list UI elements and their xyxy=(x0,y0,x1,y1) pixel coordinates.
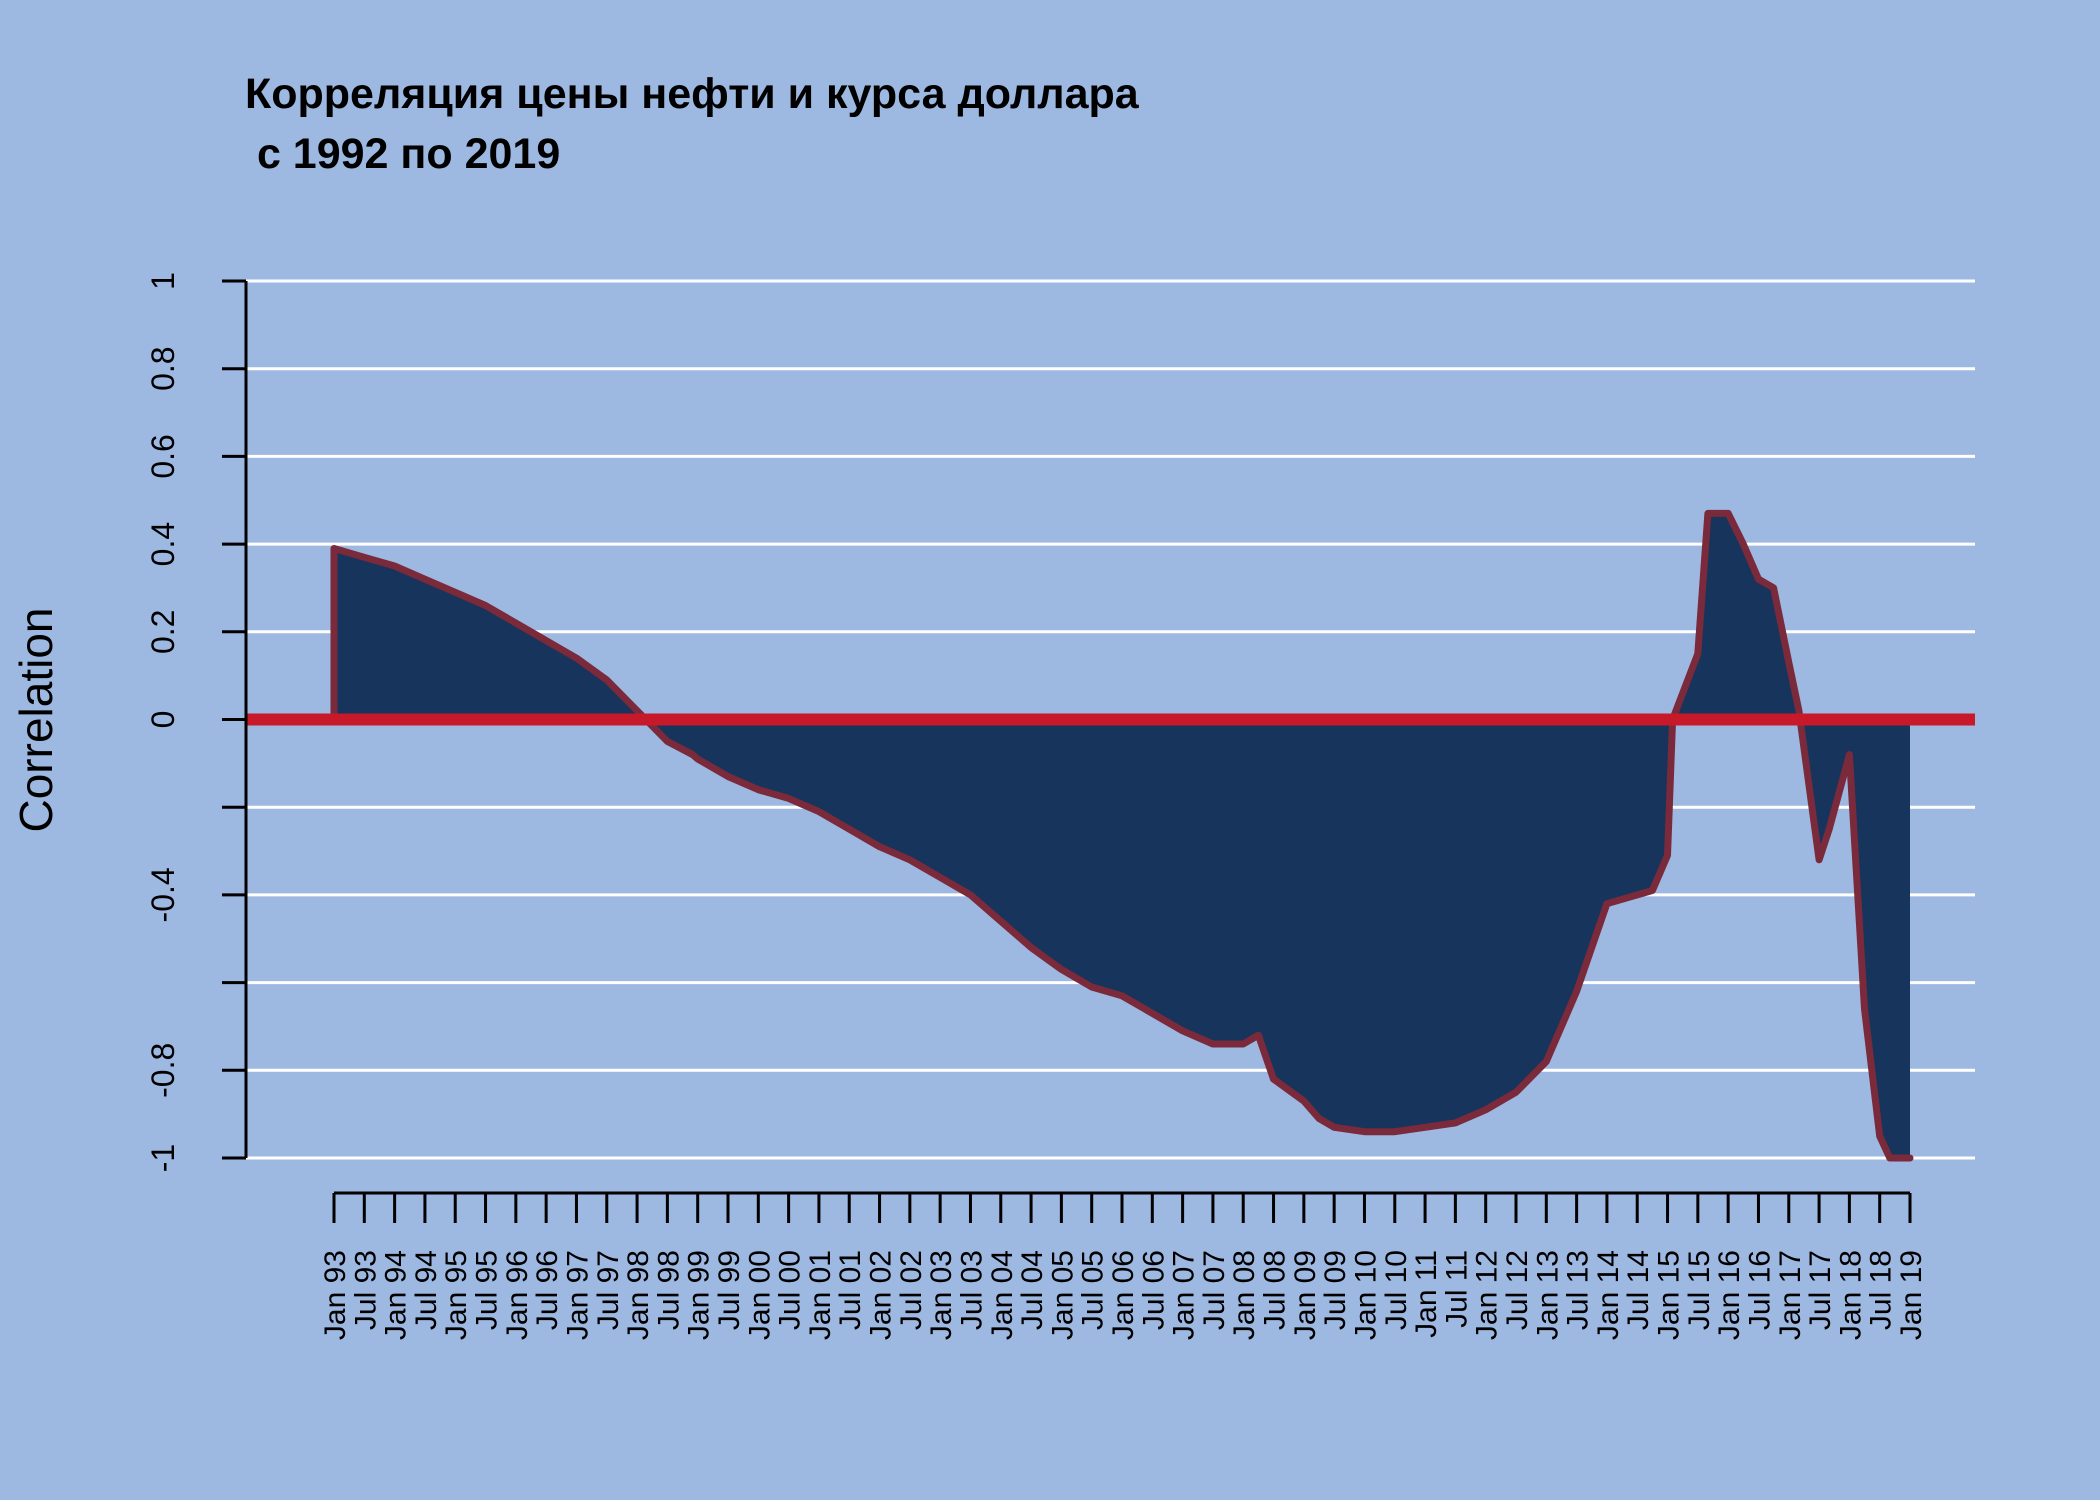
x-tick-label: Jul 95 xyxy=(471,1250,504,1330)
x-tick-label: Jul 13 xyxy=(1562,1250,1595,1330)
y-tick-label: 0.8 xyxy=(145,346,181,390)
x-tick-label: Jan 19 xyxy=(1895,1250,1928,1340)
x-tick-label: Jul 98 xyxy=(652,1250,685,1330)
x-tick-label: Jul 97 xyxy=(592,1250,625,1330)
x-tick-label: Jan 10 xyxy=(1349,1250,1382,1340)
area-fill xyxy=(334,513,1910,1158)
y-tick-label: 0.2 xyxy=(145,610,181,654)
x-tick-label: Jan 97 xyxy=(561,1250,594,1340)
x-tick-label: Jan 99 xyxy=(683,1250,716,1340)
y-tick-label: 0 xyxy=(145,711,181,729)
x-tick-label: Jul 10 xyxy=(1380,1250,1413,1330)
correlation-area xyxy=(330,509,1914,1162)
chart-title-line-1: Корреляция цены нефти и курса доллара xyxy=(245,70,1140,118)
y-tick-label: 0.6 xyxy=(145,434,181,478)
x-tick-label: Jan 93 xyxy=(319,1250,352,1340)
x-tick-label: Jul 94 xyxy=(410,1250,443,1330)
y-axis-label: Correlation xyxy=(10,608,62,833)
x-tick-label: Jan 01 xyxy=(804,1250,837,1340)
x-tick-label: Jul 93 xyxy=(349,1250,382,1330)
x-tick-label: Jul 15 xyxy=(1683,1250,1716,1330)
y-tick-label: 1 xyxy=(145,272,181,290)
x-tick-label: Jul 04 xyxy=(1016,1250,1049,1330)
y-tick-label: -0.8 xyxy=(145,1043,181,1098)
x-tick-label: Jul 00 xyxy=(774,1250,807,1330)
x-tick-label: Jan 11 xyxy=(1410,1250,1443,1338)
x-tick-label: Jan 94 xyxy=(380,1250,413,1340)
x-tick-label: Jan 96 xyxy=(501,1250,534,1340)
x-tick-label: Jan 17 xyxy=(1774,1250,1807,1340)
x-tick-label: Jul 96 xyxy=(531,1250,564,1330)
x-tick-label: Jan 06 xyxy=(1107,1250,1140,1340)
x-tick-label: Jul 18 xyxy=(1865,1250,1898,1330)
x-tick-label: Jul 12 xyxy=(1501,1250,1534,1330)
x-tick-label: Jan 07 xyxy=(1168,1250,1201,1340)
x-tick-label: Jan 13 xyxy=(1531,1250,1564,1340)
x-tick-label: Jul 06 xyxy=(1137,1250,1170,1330)
x-tick-label: Jul 16 xyxy=(1743,1250,1776,1330)
x-tick-label: Jul 02 xyxy=(895,1250,928,1330)
x-tick-label: Jul 09 xyxy=(1319,1250,1352,1330)
x-tick-label: Jan 05 xyxy=(1046,1250,1079,1340)
x-tick-label: Jul 08 xyxy=(1259,1250,1292,1330)
x-tick-label: Jan 00 xyxy=(743,1250,776,1340)
x-tick-label: Jan 03 xyxy=(925,1250,958,1340)
x-tick-label: Jan 95 xyxy=(440,1250,473,1340)
chart-title-line-2: с 1992 по 2019 xyxy=(245,130,560,178)
y-tick-label: -1 xyxy=(145,1144,181,1172)
y-tick-label: 0.4 xyxy=(145,522,181,566)
x-tick-label: Jan 18 xyxy=(1834,1250,1867,1340)
x-tick-label: Jan 09 xyxy=(1289,1250,1322,1340)
y-tick-label: -0.4 xyxy=(145,867,181,922)
x-tick-label: Jul 14 xyxy=(1622,1250,1655,1330)
x-tick-label: Jul 07 xyxy=(1198,1250,1231,1330)
x-tick-label: Jul 11 xyxy=(1440,1250,1473,1328)
correlation-line xyxy=(330,509,1914,1162)
x-tick-label: Jan 15 xyxy=(1653,1250,1686,1340)
x-tick-label: Jan 08 xyxy=(1228,1250,1261,1340)
x-tick-label: Jul 03 xyxy=(955,1250,988,1330)
x-tick-label: Jul 01 xyxy=(834,1250,867,1330)
x-tick-label: Jul 05 xyxy=(1077,1250,1110,1330)
y-axis: -1 -0.8 -0.4 0 0.2 0.4 0.6 0.8 1 xyxy=(145,272,248,1172)
x-tick-label: Jan 14 xyxy=(1592,1250,1625,1340)
x-tick-label: Jan 16 xyxy=(1713,1250,1746,1340)
x-tick-label: Jan 04 xyxy=(986,1250,1019,1340)
x-tick-label: Jan 12 xyxy=(1471,1250,1504,1340)
x-tick-label: Jan 02 xyxy=(865,1250,898,1340)
x-tick-label: Jul 17 xyxy=(1804,1250,1837,1330)
x-tick-label: Jul 99 xyxy=(713,1250,746,1330)
x-tick-label: Jan 98 xyxy=(622,1250,655,1340)
